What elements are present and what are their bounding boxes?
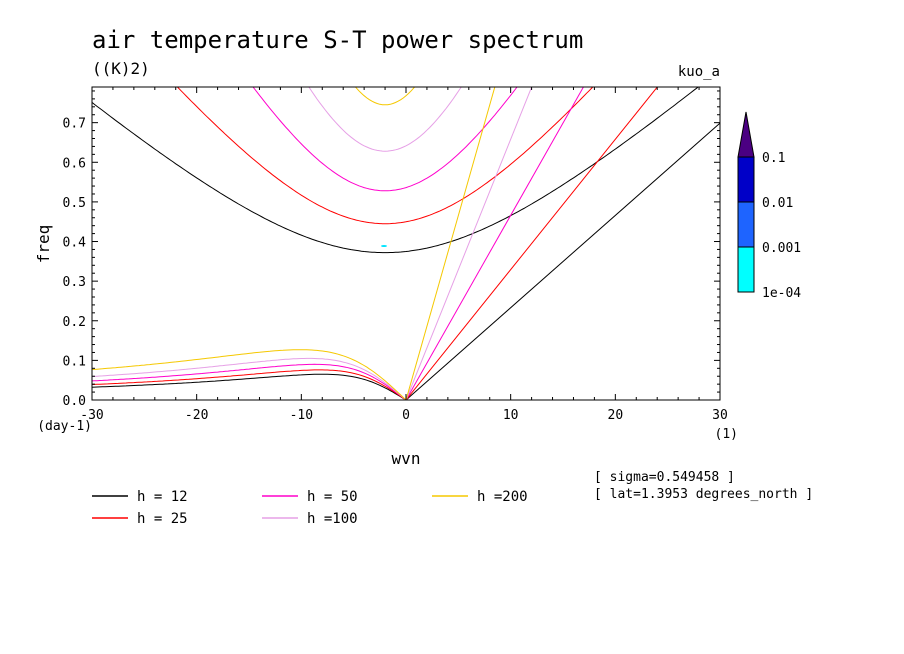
colorbar-segment [737,246,755,293]
plot-frame [91,86,721,401]
x-tick-label: 0 [402,408,410,423]
kelvin-line [405,87,658,400]
kelvin-line [405,87,585,400]
y-axis-title: freq [34,225,53,264]
legend-label: h = 50 [307,489,358,505]
y-tick-label: 0.3 [63,275,86,290]
y-axis: 0.0 0.1 0.2 0.3 0.4 0.5 0.6 0.7 [63,90,720,409]
curve-layer [92,87,720,400]
ig-curve [92,87,700,254]
x-unit-label: (1) [715,427,738,442]
colorbar-segment [737,201,755,248]
colorbar-segment [737,156,755,203]
annotation-lat: [ lat=1.3953 degrees_north ] [594,487,813,502]
colorbar: 0.1 0.01 0.001 1e-04 [737,111,801,301]
chart-units: ((K)2) [92,59,150,78]
x-tick-label: -30 [80,408,103,423]
y-tick-label: 0.2 [63,315,86,330]
rossby-curve [92,357,407,400]
kelvin-line [405,87,533,400]
x-tick-label: 20 [608,408,624,423]
x-axis-title: wvn [392,449,421,468]
legend-label: h =100 [307,511,358,527]
ig-curve [354,87,416,106]
colorbar-label: 1e-04 [762,286,801,301]
y-tick-label: 0.7 [63,117,86,132]
legend-label: h =200 [477,489,528,505]
ig-curve [176,87,594,225]
x-tick-label: -10 [290,408,313,423]
x-axis: -30 -20 -10 0 10 20 30 [80,87,728,423]
y-tick-label: 0.0 [63,394,86,409]
rossby-curve [92,373,407,400]
rossby-curve [92,349,407,400]
chart-title: air temperature S-T power spectrum [92,26,583,54]
y-tick-label: 0.6 [63,156,86,171]
x-tick-label: 30 [712,408,728,423]
legend-label: h = 12 [137,489,188,505]
colorbar-arrow [737,111,755,158]
y-tick-label: 0.1 [63,354,86,369]
colorbar-label: 0.001 [762,241,801,256]
y-tick-label: 0.4 [63,236,87,251]
ig-curve [308,87,462,152]
annotation-sigma: [ sigma=0.549458 ] [594,470,735,485]
colorbar-label: 0.1 [762,151,785,166]
rossby-curve [92,363,407,400]
x-tick-label: -20 [185,408,208,423]
y-tick-label: 0.5 [63,196,86,211]
y-unit-label: (day-1) [37,419,92,434]
x-tick-label: 10 [503,408,519,423]
colorbar-label: 0.01 [762,196,793,211]
legend-label: h = 25 [137,511,188,527]
kelvin-line [405,87,496,400]
rossby-curve [92,369,407,400]
ig-curve [252,87,518,192]
spectrum-spot [381,245,387,247]
legend: h = 12 h = 25 h = 50 h =100 h =200 [92,489,528,527]
chart-tag: kuo_a [678,64,720,80]
kelvin-line [405,122,720,400]
